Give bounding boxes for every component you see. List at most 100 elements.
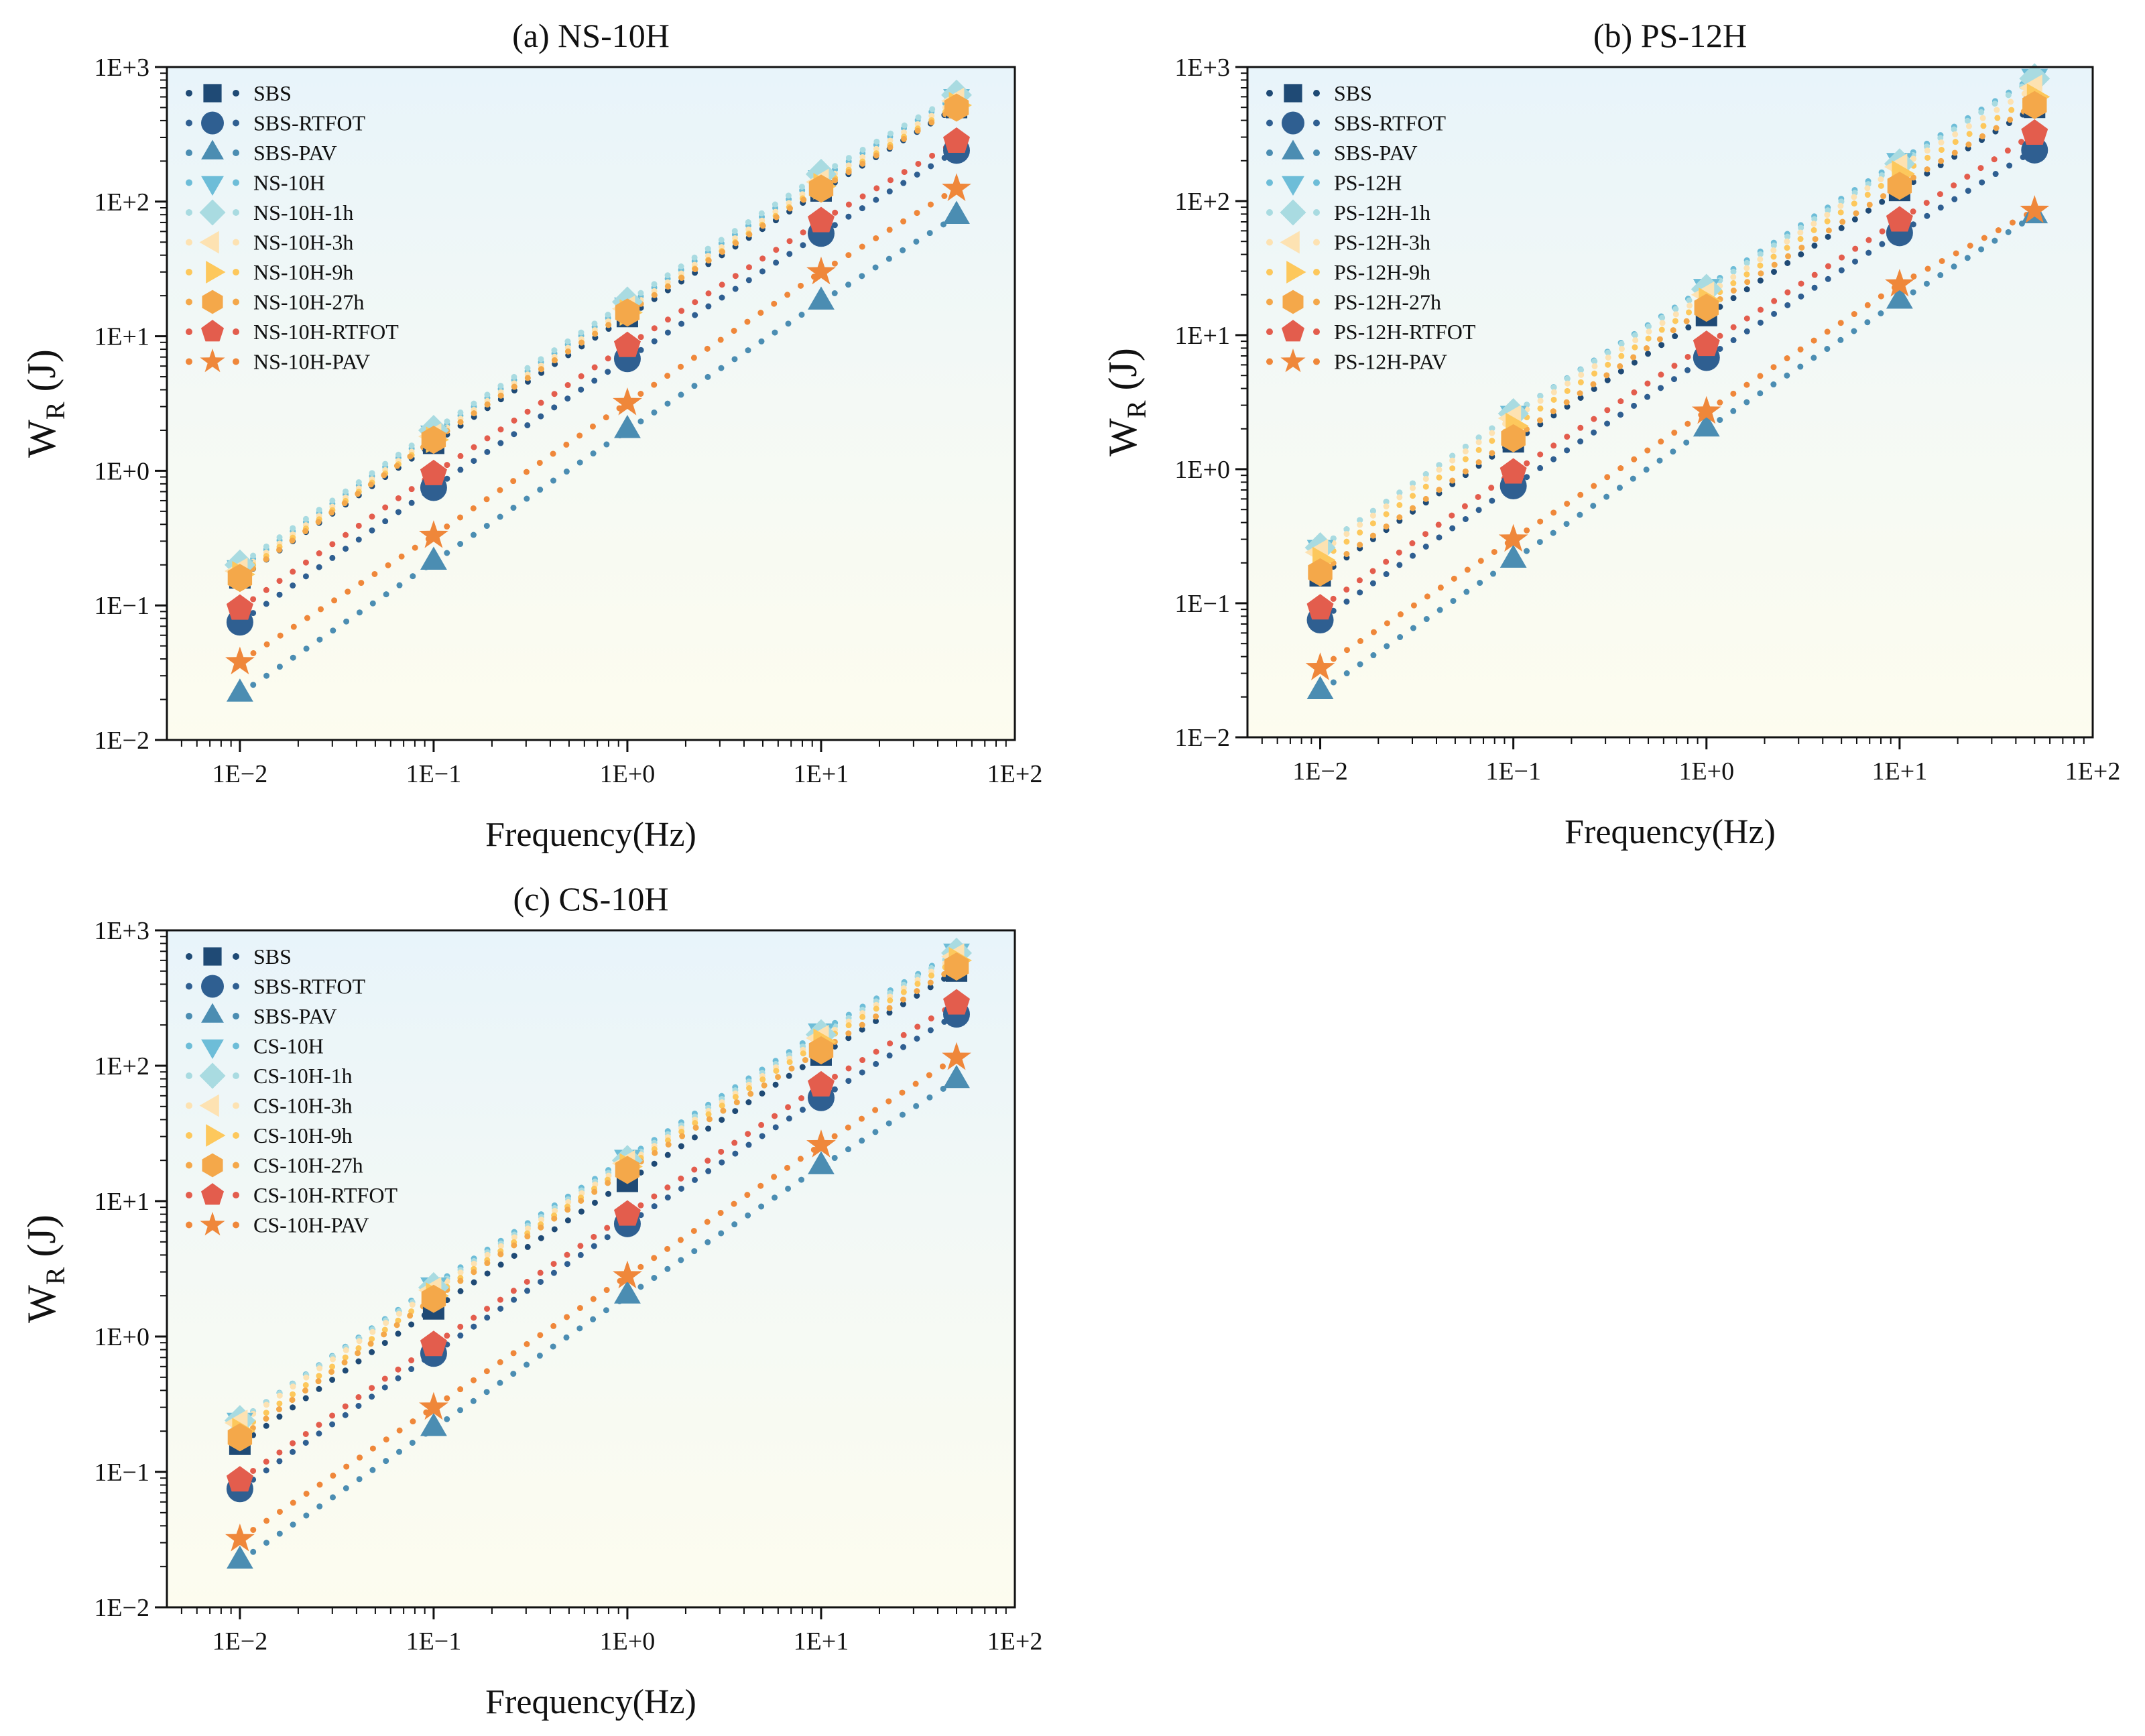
y-tick-label: 1E+3 — [94, 917, 149, 945]
legend-label: CS-10H-1h — [253, 1064, 353, 1088]
plot-frame — [166, 66, 1016, 741]
y-tick-label: 1E+1 — [94, 323, 149, 351]
series-line — [1703, 229, 1903, 361]
chart-title: (a) NS-10H — [512, 17, 670, 54]
y-axis-label: WR (J) — [19, 349, 70, 458]
series-line — [1510, 426, 1710, 564]
y-label-main: W — [19, 1285, 64, 1323]
legend-dot — [233, 1162, 239, 1169]
series-line — [818, 950, 960, 1038]
series-line — [430, 355, 631, 491]
series-line — [1317, 435, 1517, 576]
series-line — [624, 1163, 824, 1299]
series-line — [818, 1011, 960, 1101]
data-series — [237, 92, 960, 568]
legend-dot — [1313, 298, 1320, 306]
legend-item: NS-10H-1h — [186, 199, 353, 226]
legend: SBS SBS-RTFOT SBS-PAV PS-12H PS-12H-1h PS-12H… — [1266, 81, 1476, 374]
chart-title: (b) PS-12H — [1593, 17, 1747, 54]
legend-marker — [201, 176, 224, 196]
data-point — [226, 678, 253, 702]
legend-dot — [233, 209, 239, 216]
legend-item: NS-10H-3h — [186, 231, 353, 255]
series-line — [430, 1211, 631, 1348]
data-point — [943, 1064, 970, 1089]
legend-label: NS-10H-27h — [253, 290, 364, 314]
data-series — [237, 1054, 960, 1542]
series-line — [237, 558, 437, 697]
legend-label: PS-12H-9h — [1334, 260, 1430, 284]
legend-dot — [186, 119, 192, 127]
legend-dot — [186, 1013, 192, 1019]
legend-label: NS-10H-3h — [253, 231, 353, 255]
series-line — [1317, 438, 1517, 579]
series-line — [430, 1292, 631, 1432]
data-series — [1317, 84, 2038, 556]
x-axis-label: Frequency(Hz) — [1565, 813, 1776, 851]
x-axis-label: Frequency(Hz) — [485, 816, 696, 854]
legend-dot — [1266, 358, 1273, 365]
plot-background — [167, 67, 1015, 740]
data-point — [420, 1330, 447, 1357]
legend-dot — [233, 1102, 239, 1109]
legend-marker — [1282, 176, 1304, 196]
legend-item: CS-10H-RTFOT — [186, 1183, 397, 1207]
x-tick-label: 1E+0 — [600, 1627, 656, 1656]
series-markers — [226, 127, 970, 620]
series-line — [430, 399, 631, 539]
series-line — [430, 1160, 631, 1294]
data-point — [225, 1523, 255, 1552]
y-tick-label: 1E+2 — [94, 188, 149, 216]
legend-item: NS-10H-RTFOT — [186, 320, 399, 344]
y-tick-label: 1E−1 — [94, 1459, 149, 1487]
x-tick-label: 1E+2 — [2065, 757, 2121, 786]
series-line — [1896, 75, 2038, 167]
legend-label: NS-10H-9h — [253, 260, 353, 284]
legend-dot — [1313, 358, 1320, 365]
legend-item: SBS — [186, 944, 292, 969]
data-point — [944, 93, 969, 122]
legend-label: SBS-PAV — [253, 1004, 337, 1028]
legend-dot — [233, 119, 239, 127]
legend-dot — [1266, 149, 1273, 156]
series-line — [237, 532, 437, 666]
legend-label: CS-10H-PAV — [253, 1213, 369, 1237]
series-line — [1703, 187, 1903, 319]
x-tick-label: 1E−2 — [1292, 757, 1348, 786]
data-point — [1694, 294, 1719, 322]
legend-label: CS-10H-3h — [253, 1094, 353, 1118]
legend-marker — [203, 947, 222, 966]
legend-label: NS-10H — [253, 171, 325, 195]
y-axis-label: WR (J) — [19, 1215, 70, 1323]
plot-frame — [166, 929, 1016, 1609]
legend-marker — [200, 1212, 225, 1236]
data-point — [1501, 424, 1526, 452]
data-point — [942, 173, 971, 201]
data-point — [225, 646, 255, 675]
data-point — [615, 1156, 640, 1184]
legend-item: PS-12H-1h — [1266, 199, 1430, 226]
series-line — [818, 147, 960, 237]
series-line — [1510, 298, 1710, 430]
legend-item: SBS-RTFOT — [1266, 111, 1446, 135]
y-tick-label: 1E+0 — [94, 1323, 149, 1351]
y-tick-label: 1E+3 — [1174, 54, 1230, 82]
y-label-subscript: R — [40, 401, 70, 420]
plot-frame — [1246, 66, 2094, 739]
legend-item: PS-12H-9h — [1266, 260, 1430, 284]
series-line — [430, 1163, 631, 1299]
legend-marker — [1282, 111, 1304, 135]
data-point — [615, 298, 640, 327]
series-line — [624, 298, 824, 434]
data-point — [226, 594, 253, 620]
data-series — [1317, 212, 2038, 695]
legend-marker — [202, 290, 223, 314]
data-series — [237, 98, 960, 574]
series-line — [624, 1038, 824, 1170]
legend-label: SBS-RTFOT — [253, 975, 365, 999]
data-point — [2021, 119, 2048, 145]
data-series — [237, 963, 960, 1440]
series-line — [1703, 160, 1903, 293]
legend-marker — [201, 1183, 224, 1205]
data-point — [942, 989, 970, 1015]
